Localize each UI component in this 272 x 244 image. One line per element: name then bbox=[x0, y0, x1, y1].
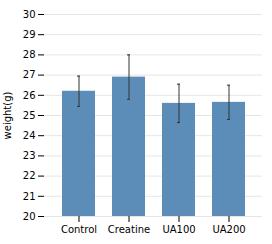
svg-text:30: 30 bbox=[23, 9, 36, 20]
svg-text:23: 23 bbox=[23, 150, 36, 161]
svg-text:Control: Control bbox=[61, 224, 97, 235]
svg-text:26: 26 bbox=[23, 90, 36, 101]
svg-text:UA100: UA100 bbox=[162, 224, 195, 235]
svg-text:27: 27 bbox=[23, 69, 36, 80]
svg-text:UA200: UA200 bbox=[212, 224, 245, 235]
svg-text:20: 20 bbox=[23, 211, 36, 222]
svg-text:21: 21 bbox=[23, 191, 36, 202]
svg-text:28: 28 bbox=[23, 49, 36, 60]
svg-text:29: 29 bbox=[23, 29, 36, 40]
svg-text:22: 22 bbox=[23, 170, 36, 181]
svg-text:Creatine: Creatine bbox=[108, 224, 150, 235]
svg-text:25: 25 bbox=[23, 110, 36, 121]
svg-text:weight(g): weight(g) bbox=[2, 91, 13, 139]
svg-text:24: 24 bbox=[23, 130, 36, 141]
